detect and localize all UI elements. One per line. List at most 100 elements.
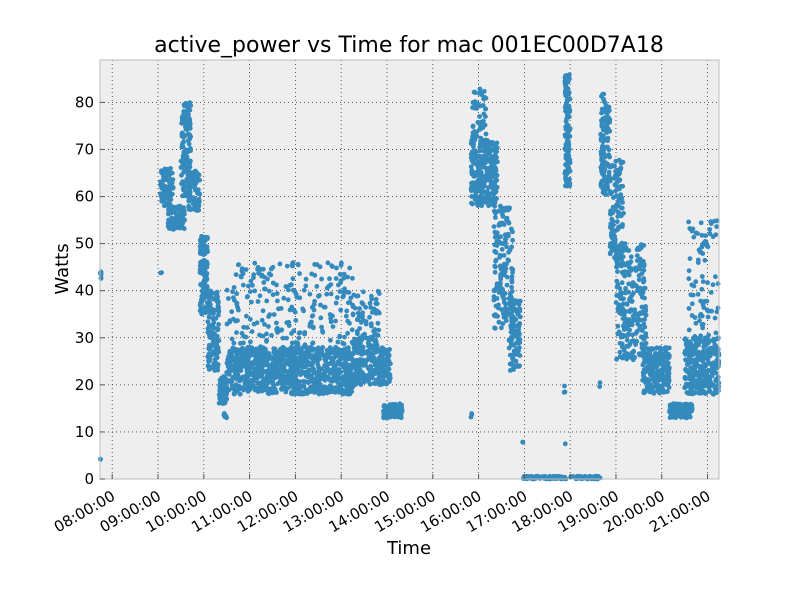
data-point — [376, 310, 382, 316]
data-point — [509, 274, 515, 280]
data-point — [654, 345, 659, 351]
data-point — [470, 123, 476, 129]
data-point — [263, 368, 269, 374]
data-point — [249, 381, 255, 386]
data-point — [621, 296, 626, 302]
data-point — [509, 288, 515, 294]
data-point — [367, 314, 372, 320]
data-point — [269, 373, 275, 379]
data-point — [244, 313, 249, 319]
data-point — [620, 355, 625, 361]
data-point — [339, 381, 345, 387]
data-point — [371, 333, 377, 339]
data-point — [477, 154, 483, 160]
data-point — [180, 225, 186, 231]
data-point — [481, 111, 487, 117]
data-point — [491, 294, 497, 299]
data-point — [613, 158, 619, 164]
data-point — [208, 306, 214, 311]
data-point — [477, 114, 482, 119]
data-point — [332, 385, 338, 390]
data-point — [208, 292, 214, 298]
data-point — [247, 361, 252, 366]
data-point — [297, 295, 303, 301]
data-point — [677, 401, 683, 407]
data-point — [703, 240, 709, 246]
data-point — [595, 473, 601, 479]
data-point — [659, 384, 665, 390]
data-point — [312, 298, 317, 304]
data-point — [241, 387, 246, 393]
data-point — [599, 118, 604, 123]
data-point — [354, 293, 359, 299]
data-point — [624, 247, 630, 253]
data-point — [350, 372, 356, 378]
data-point — [334, 265, 339, 271]
data-point — [288, 383, 294, 389]
data-point — [397, 414, 402, 420]
data-point — [470, 201, 475, 207]
data-point — [249, 299, 254, 305]
data-point — [510, 322, 516, 328]
data-point — [687, 341, 692, 346]
data-point — [473, 193, 479, 199]
data-point — [370, 375, 375, 381]
data-point — [711, 369, 717, 374]
data-point — [698, 311, 704, 317]
data-point — [280, 335, 286, 341]
data-point — [318, 302, 323, 308]
data-point — [636, 273, 642, 278]
data-point — [501, 253, 507, 258]
data-point — [388, 414, 394, 420]
data-point — [663, 345, 669, 350]
data-point — [641, 367, 647, 373]
data-point — [230, 386, 236, 391]
data-point — [642, 295, 647, 301]
data-point — [161, 198, 167, 204]
data-point — [613, 203, 619, 209]
data-point — [274, 320, 279, 326]
data-point — [632, 310, 638, 315]
data-point — [601, 145, 607, 151]
data-point — [350, 351, 356, 357]
data-point — [356, 359, 362, 365]
data-point — [181, 216, 186, 222]
data-point — [493, 215, 498, 220]
data-point — [303, 354, 309, 360]
data-point — [250, 282, 255, 288]
data-point — [325, 260, 331, 266]
data-point — [341, 271, 347, 277]
data-point — [218, 381, 224, 387]
data-point — [502, 232, 508, 238]
data-point — [270, 379, 276, 385]
data-point — [599, 106, 605, 112]
data-point — [641, 359, 647, 365]
data-point — [180, 144, 186, 150]
data-point — [359, 314, 365, 320]
data-point — [698, 333, 704, 339]
data-point — [260, 308, 266, 314]
data-point — [169, 191, 175, 197]
data-point — [700, 321, 706, 327]
data-point — [224, 360, 230, 366]
data-point — [563, 124, 569, 130]
data-point — [182, 110, 188, 115]
data-point — [690, 226, 696, 232]
data-point — [382, 359, 387, 364]
data-point — [187, 107, 193, 113]
data-point — [475, 203, 481, 209]
data-point — [607, 178, 613, 184]
data-point — [272, 369, 278, 375]
data-point — [625, 326, 631, 332]
data-point — [350, 311, 356, 317]
data-point — [228, 362, 234, 368]
data-point — [617, 340, 623, 346]
data-point — [299, 350, 305, 356]
data-point — [688, 408, 693, 414]
data-point — [636, 277, 642, 283]
data-point — [301, 370, 306, 376]
data-point — [219, 375, 225, 381]
chart-title: active_power vs Time for mac 001EC00D7A1… — [154, 33, 664, 58]
data-point — [481, 118, 486, 124]
data-point — [493, 264, 498, 270]
